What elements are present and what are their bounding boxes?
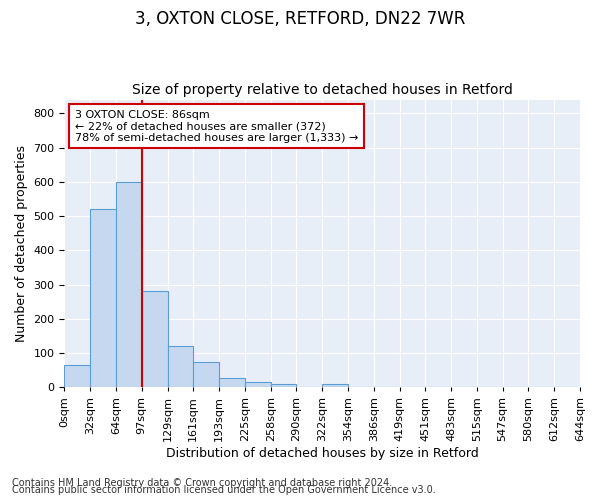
Text: Contains HM Land Registry data © Crown copyright and database right 2024.: Contains HM Land Registry data © Crown c… (12, 478, 392, 488)
Text: Contains public sector information licensed under the Open Government Licence v3: Contains public sector information licen… (12, 485, 436, 495)
Title: Size of property relative to detached houses in Retford: Size of property relative to detached ho… (132, 83, 512, 97)
Bar (142, 292, 167, 388)
Text: 3, OXTON CLOSE, RETFORD, DN22 7WR: 3, OXTON CLOSE, RETFORD, DN22 7WR (135, 10, 465, 28)
Y-axis label: Number of detached properties: Number of detached properties (15, 145, 28, 342)
Bar (167, 346, 193, 388)
Bar (193, 362, 219, 388)
Bar (116, 182, 142, 388)
Text: 3 OXTON CLOSE: 86sqm
← 22% of detached houses are smaller (372)
78% of semi-deta: 3 OXTON CLOSE: 86sqm ← 22% of detached h… (75, 110, 358, 143)
Bar (271, 384, 296, 388)
Bar (245, 382, 271, 388)
X-axis label: Distribution of detached houses by size in Retford: Distribution of detached houses by size … (166, 447, 479, 460)
Bar (64, 365, 90, 388)
Bar (90, 209, 116, 388)
Bar (322, 384, 348, 388)
Bar (219, 378, 245, 388)
